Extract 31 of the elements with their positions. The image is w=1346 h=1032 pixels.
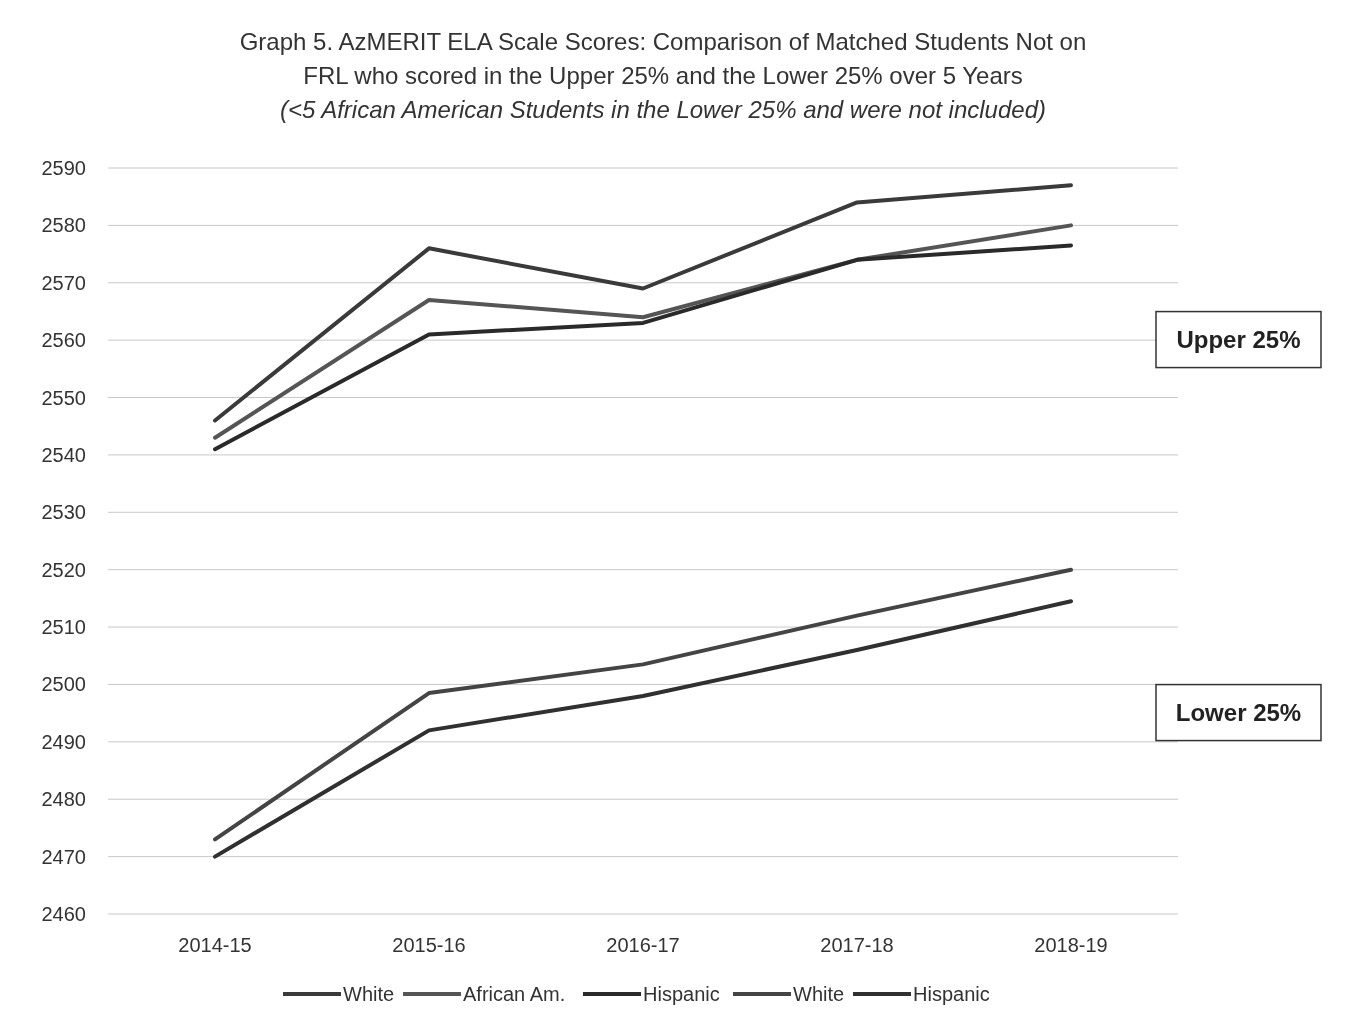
- chart-subtitle: (<5 African American Students in the Lower 25% and were not included): [280, 96, 1046, 123]
- legend-label: Hispanic: [643, 983, 720, 1005]
- y-tick-label: 2500: [41, 673, 86, 696]
- y-tick-label: 2580: [41, 214, 86, 237]
- y-tick-label: 2530: [41, 501, 86, 524]
- y-tick-label: 2510: [41, 616, 86, 639]
- legend-label: Hispanic: [913, 983, 990, 1005]
- x-tick-label: 2015-16: [392, 934, 466, 956]
- legend-label: White: [793, 983, 845, 1005]
- legend-label: White: [343, 983, 395, 1005]
- y-tick-label: 2540: [41, 443, 86, 466]
- chart-title: Graph 5. AzMERIT ELA Scale Scores: Comparison of Matched Students Not on FRL who scored in the Upper 25% and the Lower 25% over 5 Years: [239, 28, 1087, 89]
- annotation: Upper 25%: [1176, 325, 1301, 353]
- y-tick-label: 2460: [41, 903, 86, 925]
- line-series: [213, 183, 1073, 423]
- x-tick-label: 2016-17: [606, 934, 680, 956]
- legend-label: African Am.: [463, 983, 566, 1005]
- x-tick-label: 2017-18: [820, 934, 894, 956]
- x-tick-label: 2014-15: [178, 934, 252, 956]
- line-series: [213, 567, 1073, 842]
- annotation: Lower 25%: [1175, 698, 1302, 726]
- y-tick-label: 2490: [41, 730, 86, 753]
- y-tick-label: 2550: [41, 386, 86, 409]
- y-tick-label: 2570: [41, 271, 86, 294]
- y-tick-label: 2590: [41, 157, 86, 179]
- y-tick-label: 2560: [41, 329, 86, 352]
- y-tick-label: 2480: [41, 788, 86, 811]
- x-tick-label: 2018-19: [1034, 934, 1108, 956]
- line-series: [213, 599, 1073, 859]
- y-tick-label: 2520: [41, 558, 86, 581]
- y-tick-label: 2470: [41, 845, 86, 868]
